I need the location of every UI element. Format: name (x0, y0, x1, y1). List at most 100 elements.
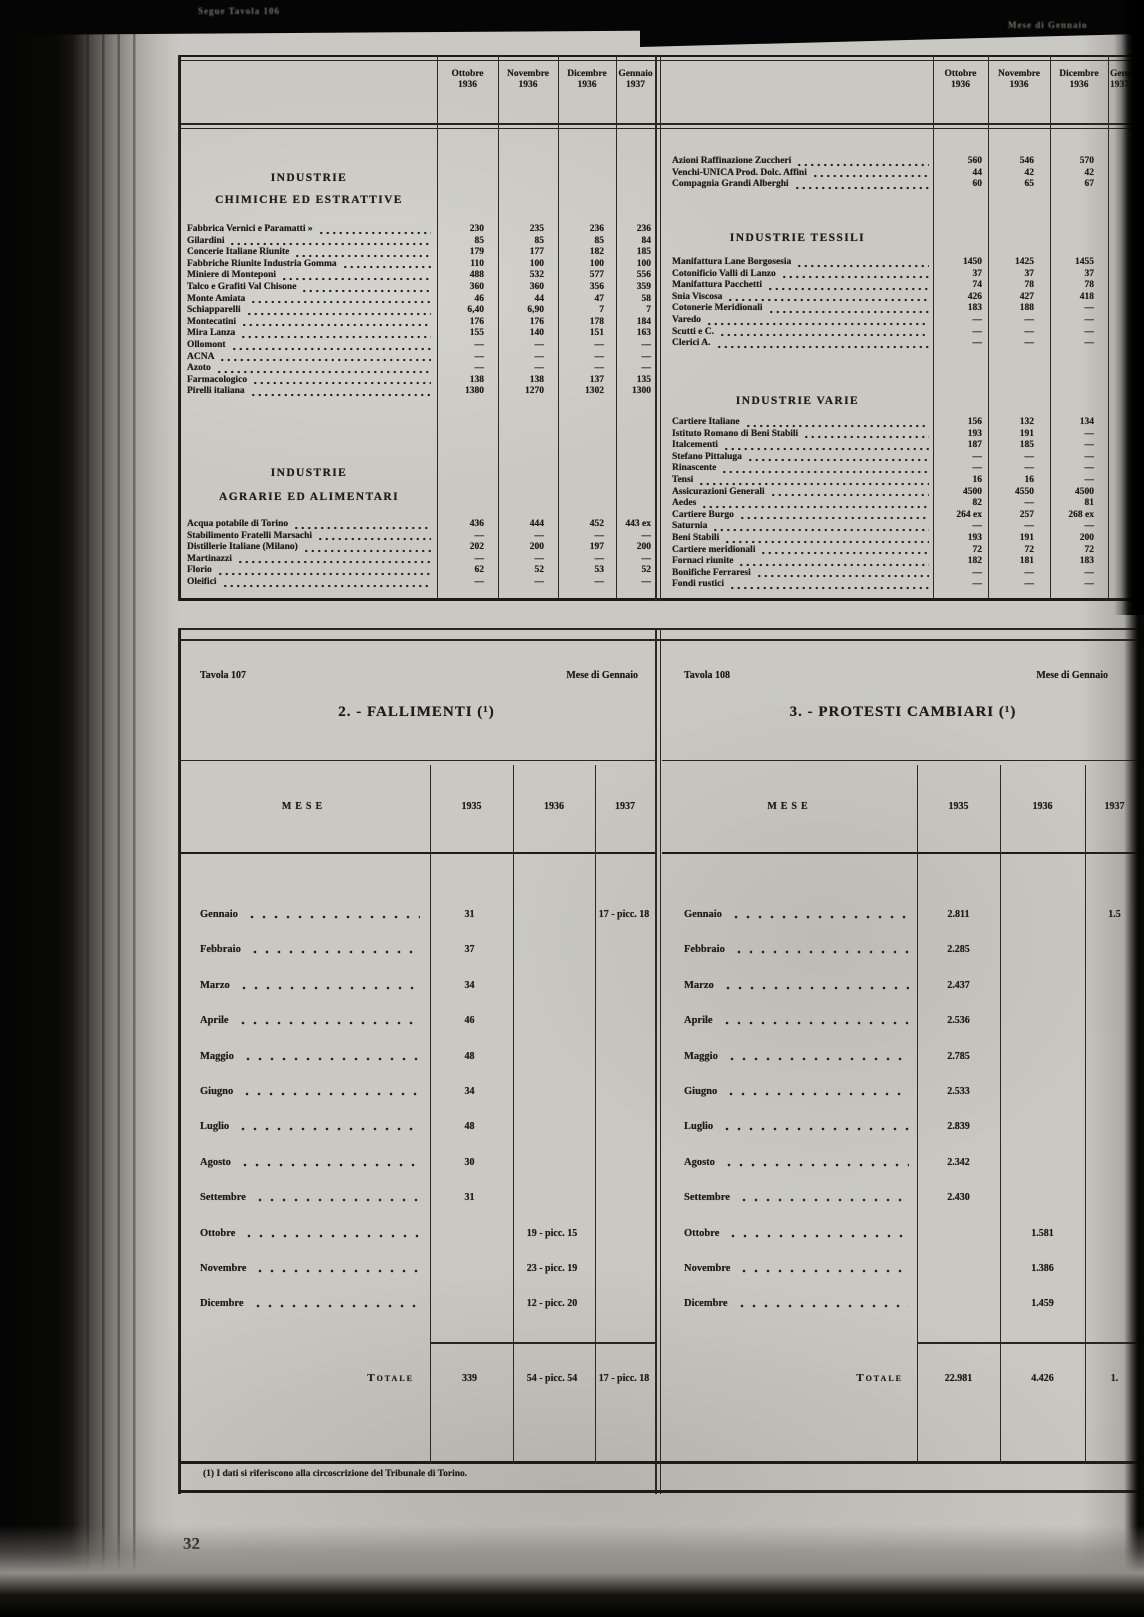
month-label: Marzo (200, 979, 230, 991)
price-value: — (1024, 463, 1035, 474)
price-value: — (474, 351, 485, 362)
company-row: Schiapparelli 6,40 6,90 7 7 (181, 305, 655, 317)
price-value: — (474, 553, 485, 564)
price-value: — (1024, 451, 1035, 462)
price-value: — (534, 553, 545, 564)
value-1935: 2.811 (947, 909, 970, 920)
value-1935: 2.785 (947, 1050, 970, 1062)
column-header-year: 1935 (948, 801, 969, 812)
bottom-tables-section: Tavola 107 Mese di Gennaio 2. - FALLIMEN… (178, 628, 1144, 1494)
value-1935: 48 (464, 1050, 475, 1062)
price-value: 100 (529, 258, 544, 269)
price-value: 236 (636, 224, 651, 234)
price-value: 179 (469, 247, 484, 258)
price-value: 1300 (632, 386, 651, 397)
company-label: Concerie Italiane Riunite (187, 247, 290, 258)
price-value: 570 (1079, 156, 1094, 166)
dot-leader (712, 527, 929, 532)
dot-leader (253, 1198, 420, 1203)
dot-leader (720, 1021, 909, 1026)
price-value: 74 (972, 280, 983, 291)
price-value: 100 (636, 258, 651, 269)
price-value: — (641, 530, 652, 541)
price-value: — (1084, 326, 1095, 337)
price-value: — (474, 363, 485, 374)
value-1936: 1.386 (1031, 1262, 1054, 1274)
total-row: Totale 22.981 4.426 1. (662, 1366, 1144, 1390)
dot-leader (250, 300, 431, 305)
price-value: 236 (589, 224, 604, 234)
dot-leader (241, 323, 431, 328)
price-value: 1380 (465, 386, 484, 397)
price-value: 78 (1084, 280, 1095, 291)
price-value: 268 ex (1068, 509, 1094, 520)
price-value: 436 (469, 519, 484, 529)
month-row: Marzo 2.437 (662, 979, 1144, 992)
dot-leader (766, 286, 929, 291)
section-heading: CHIMICHE ED ESTRATTIVE (215, 194, 403, 206)
company-row: Monte Amiata 46 44 47 58 (181, 294, 655, 306)
month-label: Novembre (684, 1262, 731, 1274)
price-value: — (1084, 579, 1095, 590)
company-row: Scutti e C. — — — (662, 327, 1144, 339)
company-row: Saturnia — — — (662, 521, 1144, 533)
dot-leader (236, 560, 431, 565)
column-header-year: 1936 (1032, 801, 1053, 812)
price-value: — (972, 338, 983, 349)
price-value: 4500 (963, 486, 982, 497)
dot-leader (729, 585, 929, 590)
company-row: Fondi rustici — — — (662, 579, 1144, 591)
bottom-scan-bar (0, 1525, 1144, 1617)
price-value: 37 (972, 268, 983, 279)
company-row: Ollomont — — — — (181, 340, 655, 352)
company-label: Beni Stabili (672, 532, 720, 543)
company-row: ACNA — — — — (181, 352, 655, 364)
dot-leader (701, 504, 929, 509)
value-1935: 2.285 (947, 944, 970, 956)
price-value: 546 (1019, 156, 1034, 166)
company-row: Cartiere Burgo 264 ex 257 268 ex (662, 510, 1144, 522)
month-label: Febbraio (684, 944, 725, 956)
total-label: Totale (856, 1372, 903, 1384)
dot-leader (755, 574, 929, 579)
value-1935: 31 (464, 909, 475, 920)
company-row: Montecatini 176 176 178 184 (181, 317, 655, 329)
price-value: — (641, 576, 652, 587)
company-label: Azoto (187, 363, 211, 374)
company-label: Monte Amiata (187, 293, 246, 304)
company-label: Gilardini (187, 235, 225, 246)
total-1935: 339 (462, 1373, 477, 1384)
dot-leader (715, 344, 929, 349)
price-value: — (972, 567, 983, 578)
price-value: 100 (589, 258, 604, 269)
total-label: Totale (367, 1372, 414, 1384)
price-value: — (1024, 567, 1035, 578)
price-value: — (594, 351, 605, 362)
row-group-tessili: Manifattura Lane Borgosesia 1450 1425 14… (662, 257, 1144, 350)
price-value: — (972, 579, 983, 590)
company-row: Istituto Romano di Beni Stabili 193 191 … (662, 429, 1144, 441)
price-value: — (641, 553, 652, 564)
price-value: — (594, 576, 605, 587)
running-header-right: Mese di Gennaio (1008, 20, 1088, 30)
month-row: Luglio 48 (178, 1120, 655, 1133)
price-value: — (641, 351, 652, 362)
price-value: — (474, 339, 485, 350)
value-1936: 1.459 (1031, 1298, 1054, 1310)
dot-leader (301, 288, 431, 293)
price-value: 177 (529, 247, 544, 258)
price-value: 191 (1019, 532, 1034, 543)
dot-leader (811, 174, 929, 179)
month-label: Giugno (200, 1085, 234, 1097)
month-label: Dicembre (684, 1298, 728, 1310)
company-label: Azioni Raffinazione Zuccheri (672, 156, 792, 166)
dot-leader (722, 446, 929, 451)
dot-leader (317, 230, 431, 235)
company-row: Aedes 82 — 81 (662, 498, 1144, 510)
month-label: Ottobre (200, 1227, 236, 1239)
dot-leader (219, 358, 431, 363)
price-value: — (594, 530, 605, 541)
column-header: Ottobre 1936 (944, 69, 977, 90)
company-row: Cotonificio Valli di Lanzo 37 37 37 (662, 269, 1144, 281)
price-value: — (1084, 303, 1095, 314)
